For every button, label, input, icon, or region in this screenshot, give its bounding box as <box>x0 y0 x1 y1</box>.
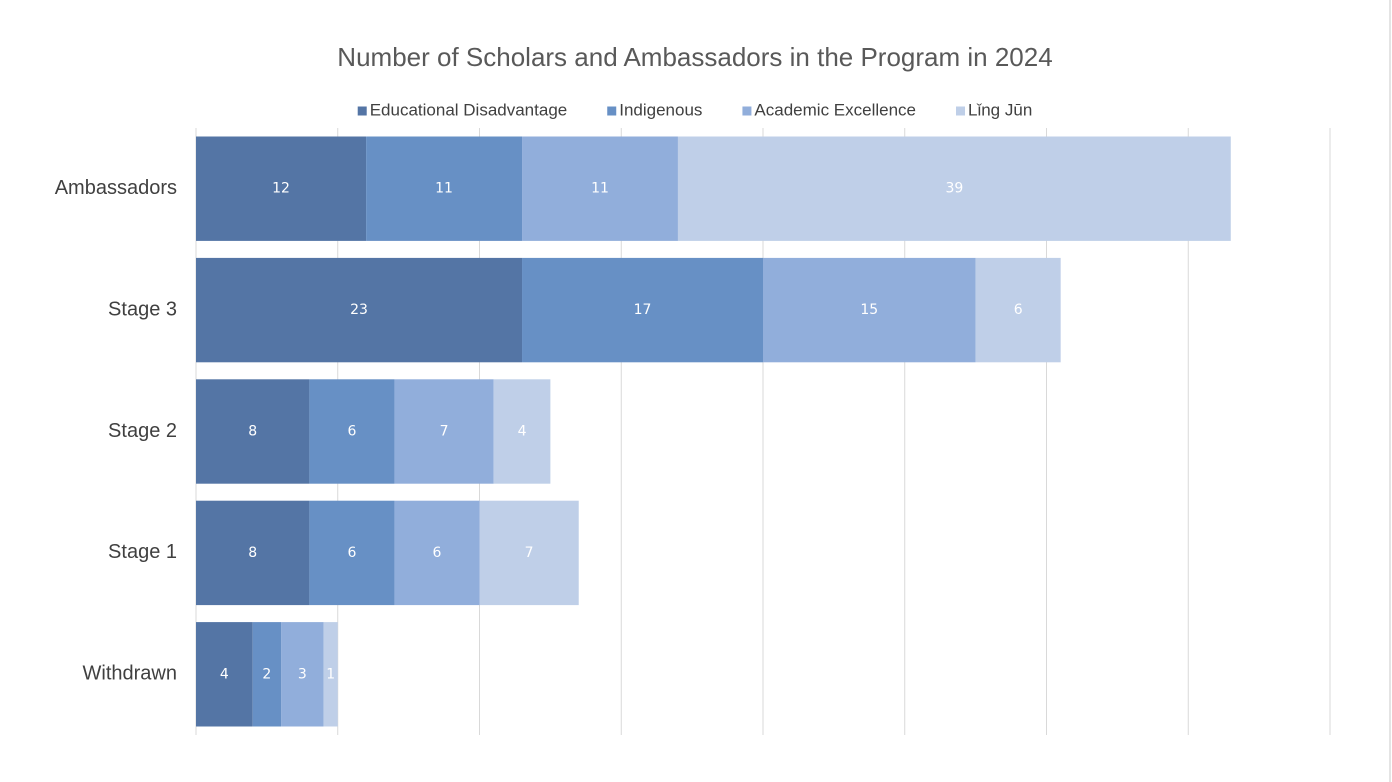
data-label: 1 <box>326 666 335 682</box>
bar-segment <box>366 136 523 241</box>
data-label: 15 <box>860 302 878 318</box>
chart-title: Number of Scholars and Ambassadors in th… <box>337 42 1052 72</box>
bar-segment <box>309 379 395 484</box>
data-label: 11 <box>435 181 453 197</box>
legend-label: Educational Disadvantage <box>370 100 568 119</box>
bar-segment <box>281 622 324 727</box>
bar-segment <box>493 379 551 484</box>
bar-segment <box>196 257 523 363</box>
data-label: 7 <box>525 545 534 561</box>
data-label: 3 <box>298 666 307 682</box>
y-tick-label: Stage 2 <box>108 420 177 442</box>
data-label: 39 <box>945 181 963 197</box>
legend-swatch <box>357 106 367 116</box>
data-label: 6 <box>433 545 442 561</box>
bar-segment <box>975 257 1061 363</box>
data-label: 8 <box>248 424 257 440</box>
bar-segment <box>196 622 253 727</box>
legend-swatch <box>742 106 752 116</box>
bar-segment <box>479 500 579 606</box>
legend-label: Lǐng Jūn <box>968 100 1032 119</box>
data-label: 6 <box>1014 302 1023 318</box>
data-label: 6 <box>347 545 356 561</box>
bar-segment <box>323 622 338 727</box>
data-label: 12 <box>272 181 290 197</box>
bar-segment <box>196 379 310 484</box>
bar-segment <box>309 500 395 606</box>
legend-swatch <box>607 106 617 116</box>
bar-segment <box>522 257 763 363</box>
bar-segment <box>252 622 282 727</box>
data-label: 8 <box>248 545 257 561</box>
legend-swatch <box>956 106 966 116</box>
bar-segment <box>522 136 678 241</box>
data-label: 4 <box>220 666 229 682</box>
y-tick-label: Ambassadors <box>55 177 177 199</box>
data-label: 4 <box>518 424 527 440</box>
bar-segment <box>196 500 310 606</box>
legend-label: Indigenous <box>619 100 702 119</box>
bar-segment <box>394 379 494 484</box>
data-label: 2 <box>262 666 271 682</box>
bar-segment <box>196 136 367 241</box>
data-label: 11 <box>591 181 609 197</box>
data-label: 17 <box>634 302 652 318</box>
y-tick-label: Stage 3 <box>108 298 177 320</box>
data-label: 7 <box>440 424 449 440</box>
data-label: 23 <box>350 302 368 318</box>
legend-label: Academic Excellence <box>754 100 916 119</box>
bar-segment <box>394 500 480 606</box>
bar-segment <box>763 257 976 363</box>
y-tick-label: Withdrawn <box>83 663 177 685</box>
bar-segment <box>677 136 1231 241</box>
data-label: 6 <box>347 424 356 440</box>
y-tick-label: Stage 1 <box>108 541 177 563</box>
